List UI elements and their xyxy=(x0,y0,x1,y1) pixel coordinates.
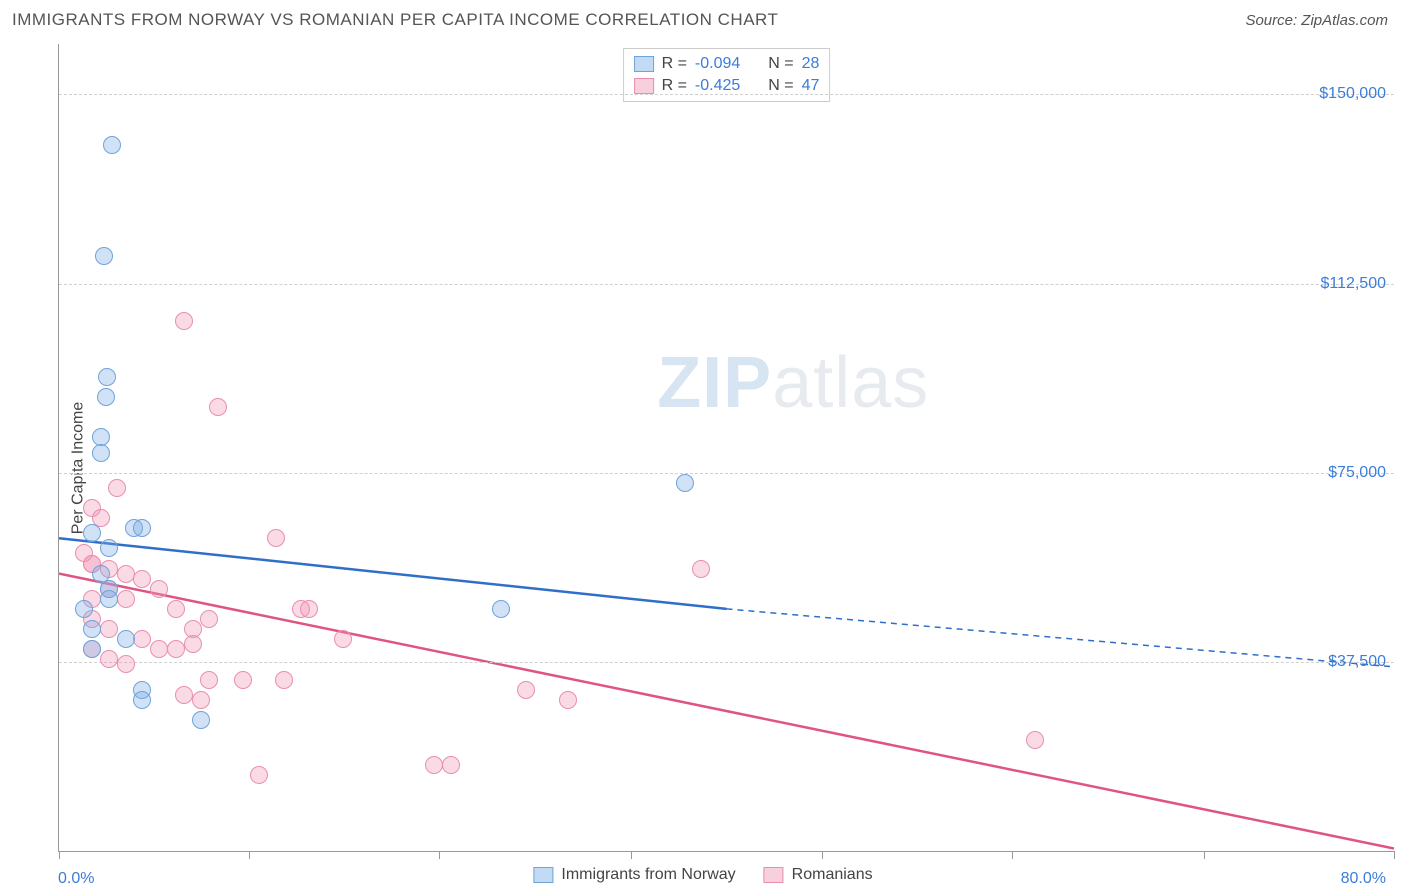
trend-lines xyxy=(59,44,1394,851)
data-point xyxy=(442,756,460,774)
n-label: N = xyxy=(768,77,793,95)
data-point xyxy=(83,524,101,542)
data-point xyxy=(92,444,110,462)
data-point xyxy=(95,247,113,265)
x-tick xyxy=(249,851,250,859)
gridline xyxy=(59,94,1394,95)
legend-label: Immigrants from Norway xyxy=(561,866,735,884)
n-label: N = xyxy=(768,55,793,73)
x-tick xyxy=(1204,851,1205,859)
legend-swatch xyxy=(533,867,553,883)
x-tick xyxy=(631,851,632,859)
n-value: 28 xyxy=(802,55,820,73)
data-point xyxy=(175,312,193,330)
data-point xyxy=(234,671,252,689)
legend-swatch xyxy=(634,56,654,72)
data-point xyxy=(100,539,118,557)
data-point xyxy=(1026,731,1044,749)
data-point xyxy=(103,136,121,154)
data-point xyxy=(517,681,535,699)
data-point xyxy=(692,560,710,578)
chart-title: IMMIGRANTS FROM NORWAY VS ROMANIAN PER C… xyxy=(12,10,778,30)
y-tick-label: $75,000 xyxy=(1328,464,1386,482)
data-point xyxy=(100,650,118,668)
gridline xyxy=(59,473,1394,474)
data-point xyxy=(250,766,268,784)
data-point xyxy=(150,640,168,658)
data-point xyxy=(209,398,227,416)
data-point xyxy=(133,630,151,648)
x-tick xyxy=(439,851,440,859)
x-axis-max-label: 80.0% xyxy=(1341,870,1386,888)
gridline xyxy=(59,662,1394,663)
data-point xyxy=(559,691,577,709)
n-value: 47 xyxy=(802,77,820,95)
data-point xyxy=(676,474,694,492)
data-point xyxy=(150,580,168,598)
data-point xyxy=(184,635,202,653)
r-label: R = xyxy=(662,55,687,73)
data-point xyxy=(275,671,293,689)
r-value: -0.425 xyxy=(695,77,740,95)
data-point xyxy=(117,565,135,583)
data-point xyxy=(83,640,101,658)
data-point xyxy=(98,368,116,386)
data-point xyxy=(175,686,193,704)
r-value: -0.094 xyxy=(695,55,740,73)
data-point xyxy=(117,630,135,648)
data-point xyxy=(200,671,218,689)
data-point xyxy=(133,691,151,709)
data-point xyxy=(425,756,443,774)
data-point xyxy=(117,590,135,608)
x-axis-min-label: 0.0% xyxy=(58,870,94,888)
data-point xyxy=(133,570,151,588)
y-tick-label: $150,000 xyxy=(1319,85,1386,103)
legend-swatch xyxy=(764,867,784,883)
data-point xyxy=(192,691,210,709)
x-tick xyxy=(1012,851,1013,859)
data-point xyxy=(83,620,101,638)
x-tick xyxy=(822,851,823,859)
data-point xyxy=(100,590,118,608)
data-point xyxy=(133,519,151,537)
data-point xyxy=(75,600,93,618)
y-tick-label: $37,500 xyxy=(1328,653,1386,671)
plot-area: ZIPatlas R = -0.094 N = 28 R = -0.425 N = 47 $3… xyxy=(58,44,1394,852)
series-legend: Immigrants from Norway Romanians xyxy=(533,866,872,884)
x-tick xyxy=(1394,851,1395,859)
data-point xyxy=(492,600,510,618)
data-point xyxy=(167,600,185,618)
y-tick-label: $112,500 xyxy=(1320,275,1386,293)
legend-swatch xyxy=(634,78,654,94)
data-point xyxy=(97,388,115,406)
data-point xyxy=(167,640,185,658)
legend-label: Romanians xyxy=(792,866,873,884)
legend-item: Immigrants from Norway xyxy=(533,866,735,884)
data-point xyxy=(108,479,126,497)
legend-row: R = -0.094 N = 28 xyxy=(634,53,820,75)
data-point xyxy=(334,630,352,648)
watermark: ZIPatlas xyxy=(657,342,929,424)
data-point xyxy=(300,600,318,618)
data-point xyxy=(200,610,218,628)
data-point xyxy=(117,655,135,673)
data-point xyxy=(192,711,210,729)
gridline xyxy=(59,284,1394,285)
data-point xyxy=(267,529,285,547)
r-label: R = xyxy=(662,77,687,95)
data-point xyxy=(100,620,118,638)
source-attribution: Source: ZipAtlas.com xyxy=(1245,12,1388,29)
chart-container: Per Capita Income ZIPatlas R =-0.094N =2… xyxy=(12,44,1394,892)
x-tick xyxy=(59,851,60,859)
legend-item: Romanians xyxy=(764,866,873,884)
